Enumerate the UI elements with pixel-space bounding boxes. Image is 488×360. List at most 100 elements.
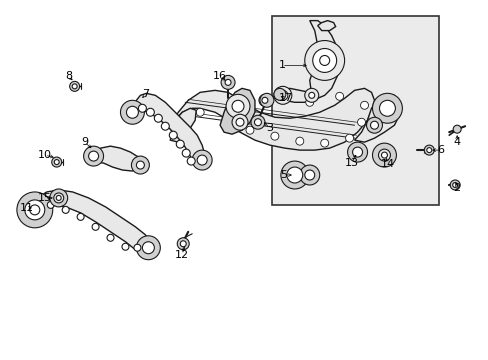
Circle shape	[347, 142, 367, 162]
Circle shape	[295, 137, 303, 145]
Circle shape	[286, 167, 302, 183]
Circle shape	[126, 106, 138, 118]
Circle shape	[136, 236, 160, 260]
Polygon shape	[90, 146, 142, 171]
Circle shape	[176, 140, 184, 148]
Text: 5: 5	[280, 170, 287, 180]
Circle shape	[236, 118, 244, 126]
Text: 1: 1	[278, 60, 285, 71]
Circle shape	[122, 243, 129, 250]
Text: 2: 2	[453, 183, 460, 193]
Circle shape	[134, 244, 141, 251]
Circle shape	[426, 148, 431, 153]
Circle shape	[381, 152, 386, 158]
Circle shape	[320, 139, 328, 147]
Circle shape	[169, 131, 177, 139]
Polygon shape	[279, 88, 311, 102]
Text: 10: 10	[38, 150, 52, 160]
Circle shape	[335, 92, 343, 100]
Circle shape	[254, 119, 261, 126]
Circle shape	[370, 121, 378, 129]
Circle shape	[280, 161, 308, 189]
Circle shape	[88, 151, 99, 161]
Text: 6: 6	[437, 145, 444, 155]
Circle shape	[259, 94, 270, 106]
Circle shape	[372, 93, 402, 123]
Circle shape	[273, 88, 285, 100]
Circle shape	[305, 98, 313, 106]
Circle shape	[260, 93, 273, 107]
Text: 3: 3	[266, 123, 273, 133]
Circle shape	[308, 92, 314, 98]
Circle shape	[452, 183, 457, 188]
Circle shape	[449, 180, 459, 190]
Circle shape	[25, 200, 45, 220]
Circle shape	[277, 90, 287, 100]
Circle shape	[299, 165, 319, 185]
Circle shape	[56, 195, 61, 201]
Text: 9: 9	[81, 137, 88, 147]
Circle shape	[197, 155, 207, 165]
Circle shape	[62, 206, 69, 213]
Text: 11: 11	[20, 203, 34, 213]
Circle shape	[273, 86, 291, 104]
Circle shape	[262, 97, 267, 103]
Circle shape	[187, 157, 195, 165]
Polygon shape	[293, 170, 309, 180]
Bar	[271, 15, 438, 205]
Circle shape	[319, 55, 329, 66]
Text: 17: 17	[278, 93, 292, 103]
Circle shape	[352, 147, 362, 157]
Circle shape	[180, 241, 186, 247]
Polygon shape	[220, 88, 254, 134]
Circle shape	[379, 100, 395, 116]
Circle shape	[372, 143, 396, 167]
Circle shape	[131, 156, 149, 174]
Polygon shape	[170, 88, 374, 150]
Circle shape	[142, 242, 154, 254]
Circle shape	[232, 114, 247, 130]
Circle shape	[154, 114, 162, 122]
Circle shape	[245, 126, 253, 134]
Circle shape	[304, 88, 318, 102]
Circle shape	[378, 149, 389, 161]
Circle shape	[77, 213, 84, 220]
Text: 15: 15	[38, 193, 52, 203]
Circle shape	[54, 193, 63, 203]
Circle shape	[72, 84, 77, 89]
Circle shape	[136, 161, 144, 169]
Polygon shape	[354, 95, 399, 142]
Circle shape	[69, 81, 80, 91]
Circle shape	[304, 170, 314, 180]
Circle shape	[182, 149, 190, 157]
Circle shape	[366, 117, 382, 133]
Text: 12: 12	[175, 250, 189, 260]
Circle shape	[177, 238, 189, 250]
Circle shape	[138, 104, 146, 112]
Circle shape	[192, 150, 212, 170]
Polygon shape	[29, 190, 150, 252]
Circle shape	[232, 100, 244, 112]
Text: 13: 13	[344, 158, 358, 168]
Circle shape	[360, 101, 368, 109]
Circle shape	[196, 108, 203, 116]
Text: 14: 14	[380, 159, 394, 169]
Circle shape	[83, 146, 103, 166]
Circle shape	[270, 132, 278, 140]
Circle shape	[224, 80, 230, 85]
Text: 7: 7	[142, 89, 149, 99]
Circle shape	[92, 223, 99, 230]
Circle shape	[54, 159, 59, 165]
Circle shape	[345, 134, 353, 142]
Circle shape	[17, 192, 53, 228]
Circle shape	[50, 189, 67, 207]
Text: 16: 16	[213, 71, 226, 81]
Circle shape	[221, 75, 235, 89]
Circle shape	[424, 145, 433, 155]
Circle shape	[47, 201, 54, 208]
Text: 4: 4	[453, 137, 460, 147]
Circle shape	[312, 49, 336, 72]
Polygon shape	[309, 21, 339, 98]
Circle shape	[52, 157, 61, 167]
Polygon shape	[317, 21, 335, 31]
